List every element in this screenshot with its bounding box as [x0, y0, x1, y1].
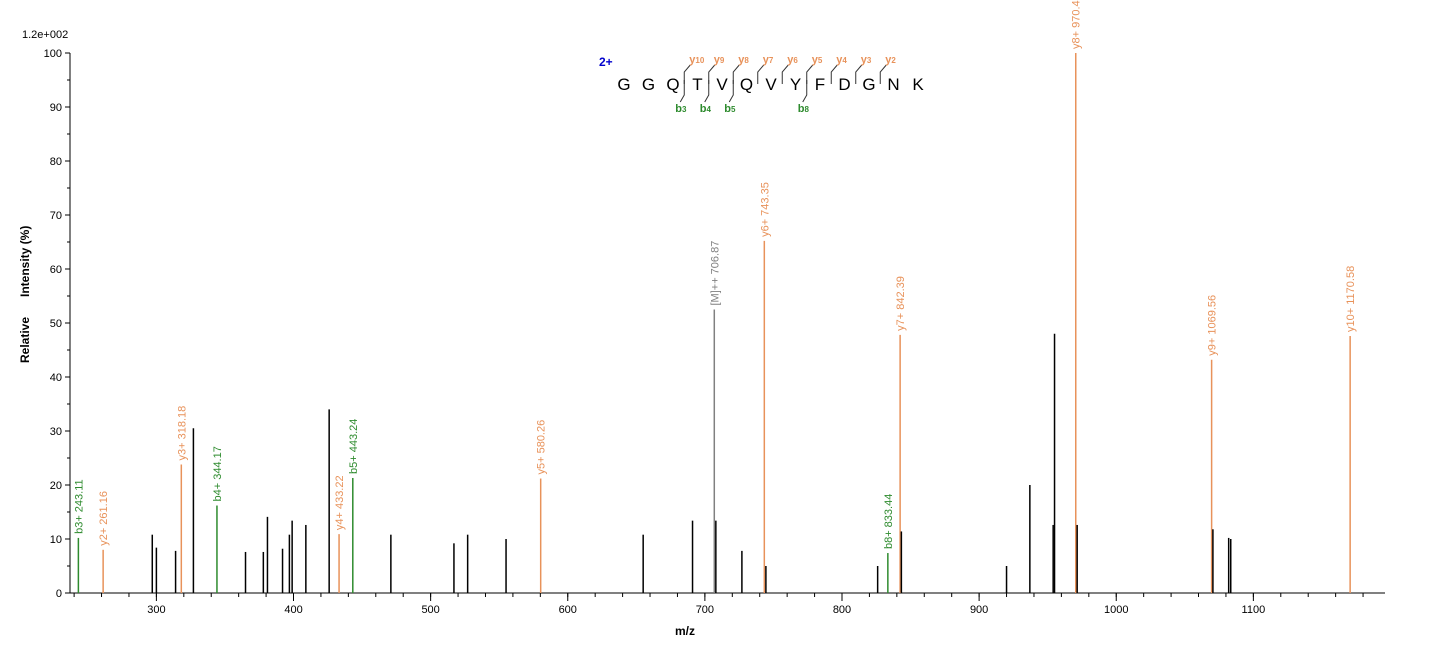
y-ion-label: y5	[812, 54, 823, 66]
y-axis-title-relative: Relative	[18, 317, 32, 363]
sequence-residue: D	[838, 75, 850, 94]
peak-label: y8+ 970.47	[1071, 0, 1083, 49]
y-tick-label: 50	[50, 318, 62, 330]
y-tick-label: 40	[50, 372, 62, 384]
y-tick-label: 90	[50, 102, 62, 114]
y-tick-label: 0	[56, 588, 62, 600]
sequence-residue: F	[815, 75, 825, 94]
sequence-residue: Q	[666, 75, 679, 94]
x-tick-label: 1100	[1242, 604, 1266, 616]
sequence-residue: N	[887, 75, 899, 94]
y-ion-cleavage-mark	[708, 64, 716, 84]
y-ion-cleavage-mark	[879, 64, 887, 84]
x-tick-label: 500	[421, 604, 439, 616]
peak-label: y9+ 1069.56	[1207, 295, 1219, 356]
sequence-residue: Q	[740, 75, 753, 94]
b-ion-label: b8	[798, 103, 810, 115]
y-ion-cleavage-mark	[806, 64, 814, 84]
y-ion-cleavage-mark	[830, 64, 838, 84]
b-ion-cleavage-mark	[728, 80, 734, 103]
y-ion-label: y6	[787, 54, 798, 66]
x-axis-title: m/z	[675, 624, 695, 638]
peak-label: y10+ 1170.58	[1345, 266, 1357, 332]
b-ion-label: b3	[675, 103, 687, 115]
peak-label: b3+ 243.11	[73, 479, 85, 534]
y-ion-label: y7	[763, 54, 774, 66]
b-ion-label: b5	[724, 103, 736, 115]
sequence-residue: G	[862, 75, 875, 94]
y-ion-cleavage-mark	[732, 64, 740, 84]
y-tick-label: 100	[44, 48, 62, 60]
peak-label: b8+ 833.44	[883, 494, 895, 549]
y-tick-label: 30	[50, 426, 62, 438]
peak-label: y3+ 318.18	[176, 406, 188, 461]
y-ion-label: y8	[738, 54, 749, 66]
y-ion-cleavage-mark	[855, 64, 863, 84]
x-tick-label: 800	[833, 604, 851, 616]
y-tick-label: 20	[50, 480, 62, 492]
y-ion-label: y4	[836, 54, 847, 66]
sequence-residue: Y	[790, 75, 801, 94]
b-ion-cleavage-mark	[802, 80, 808, 103]
peak-label: y4+ 433.22	[334, 475, 346, 530]
y-tick-label: 60	[50, 264, 62, 276]
peak-label: y6+ 743.35	[759, 182, 771, 237]
x-tick-label: 700	[696, 604, 714, 616]
sequence-residue: K	[912, 75, 924, 94]
y-tick-label: 80	[50, 156, 62, 168]
sequence-residue: V	[765, 75, 777, 94]
y-ion-label: y3	[861, 54, 872, 66]
y-ion-cleavage-mark	[683, 64, 691, 84]
peak-label: b5+ 443.24	[348, 419, 360, 474]
sequence-residue: V	[716, 75, 728, 94]
charge-state: 2+	[599, 55, 613, 69]
peak-label: y5+ 580.26	[536, 420, 548, 475]
y-tick-label: 10	[50, 534, 62, 546]
y-ion-label: y10	[689, 54, 705, 66]
peak-label: y2+ 261.16	[98, 491, 110, 546]
peak-label: [M]++ 706.87	[709, 241, 721, 306]
x-tick-label: 1000	[1104, 604, 1128, 616]
y-ion-cleavage-mark	[781, 64, 789, 84]
y-ion-label: y9	[714, 54, 725, 66]
b-ion-cleavage-mark	[679, 80, 685, 103]
peak-label: b4+ 344.17	[212, 446, 224, 501]
peak-label: y7+ 842.39	[895, 276, 907, 331]
x-tick-label: 300	[147, 604, 165, 616]
y-ion-label: y2	[885, 54, 896, 66]
x-tick-label: 400	[284, 604, 302, 616]
y-axis-title-intensity: Intensity (%)	[18, 226, 32, 297]
b-ion-cleavage-mark	[704, 80, 710, 103]
b-ion-label: b4	[700, 103, 712, 115]
y-tick-label: 70	[50, 210, 62, 222]
x-tick-label: 900	[970, 604, 988, 616]
sequence-residue: T	[692, 75, 702, 94]
x-tick-label: 600	[559, 604, 577, 616]
sequence-residue: G	[642, 75, 655, 94]
sequence-residue: G	[617, 75, 630, 94]
y-axis-scale-label: 1.2e+002	[22, 29, 68, 41]
y-ion-cleavage-mark	[757, 64, 765, 84]
